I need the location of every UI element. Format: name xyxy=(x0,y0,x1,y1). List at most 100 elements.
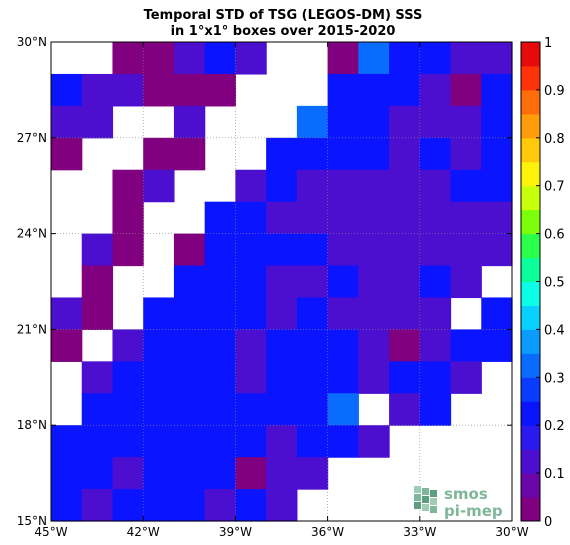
heatmap-cell xyxy=(450,137,482,171)
heatmap-cell xyxy=(296,361,329,394)
heatmap-cell xyxy=(419,329,452,362)
colorbar-segment xyxy=(521,185,540,211)
heatmap-cell xyxy=(204,297,236,330)
colorbar-tick-label: 0.2 xyxy=(544,419,565,434)
map-frame xyxy=(50,41,513,522)
heatmap-cell xyxy=(81,73,114,107)
heatmap-cell xyxy=(389,297,421,330)
heatmap-cell xyxy=(327,105,359,139)
heatmap-cell xyxy=(204,329,236,362)
heatmap-cell xyxy=(327,201,359,235)
heatmap-cell xyxy=(51,105,83,139)
heatmap-cell xyxy=(481,233,513,267)
heatmap-cell xyxy=(450,329,482,362)
colorbar-segment xyxy=(521,42,540,67)
heatmap-cell xyxy=(389,233,421,267)
heatmap-cell xyxy=(173,105,206,139)
heatmap-cell xyxy=(327,361,359,394)
colorbar-segment xyxy=(521,233,540,259)
heatmap-cell xyxy=(173,393,206,426)
heatmap-cell xyxy=(296,297,329,330)
heatmap-cell xyxy=(143,73,175,107)
colorbar-tick-label: 0.9 xyxy=(544,84,565,99)
heatmap-cell xyxy=(358,329,390,362)
heatmap-cell xyxy=(419,393,452,426)
colorbar-tick-label: 0.3 xyxy=(544,371,565,386)
heatmap-cell xyxy=(419,42,452,75)
heatmap-cell xyxy=(358,105,390,139)
colorbar-segment xyxy=(521,137,540,163)
heatmap-cell xyxy=(143,457,175,490)
heatmap-cell xyxy=(419,297,452,330)
y-tick-label: 27°N xyxy=(17,131,47,145)
heatmap-cell xyxy=(143,393,175,426)
heatmap-cell xyxy=(81,457,114,490)
heatmap-cell xyxy=(389,169,421,203)
colorbar-tick-label: 0.7 xyxy=(544,180,565,195)
heatmap-cell xyxy=(327,73,359,107)
colorbar-segment xyxy=(521,353,540,378)
colorbar-tick-label: 0.8 xyxy=(544,132,565,147)
heatmap-cell xyxy=(204,201,236,235)
heatmap-cell xyxy=(419,265,452,299)
colorbar-tick-label: 0.4 xyxy=(544,323,565,338)
heatmap-cell xyxy=(81,425,114,458)
heatmap-cell xyxy=(204,361,236,394)
heatmap-cell xyxy=(266,169,298,203)
x-tick-label: 45°W xyxy=(34,525,67,539)
heatmap-cell xyxy=(204,73,236,107)
heatmap-cell xyxy=(143,297,175,330)
heatmap-cell xyxy=(389,329,421,362)
colorbar-segment xyxy=(521,89,540,115)
heatmap-cell xyxy=(419,105,452,139)
heatmap-cell xyxy=(296,265,329,299)
heatmap-cell xyxy=(450,265,482,299)
heatmap-cell xyxy=(112,425,144,458)
heatmap-cell xyxy=(450,361,482,394)
heatmap-cell xyxy=(235,265,267,299)
colorbar-segment xyxy=(521,257,540,282)
heatmap-cell xyxy=(358,169,390,203)
heatmap-cell xyxy=(389,73,421,107)
heatmap-cell xyxy=(235,457,267,490)
heatmap-cell xyxy=(235,233,267,267)
logo-text-pi-mep: pi-mep xyxy=(444,502,503,520)
x-tick-label: 39°W xyxy=(219,525,252,539)
heatmap-cell xyxy=(112,73,144,107)
colorbar-segment xyxy=(521,161,540,187)
logo-grid-icon xyxy=(414,486,437,513)
heatmap-cell xyxy=(173,265,206,299)
colorbar-segment xyxy=(521,377,540,402)
heatmap-cell xyxy=(327,233,359,267)
heatmap-cell xyxy=(173,73,206,107)
heatmap-cell xyxy=(481,42,513,75)
heatmap-cell xyxy=(143,489,175,522)
heatmap-cell xyxy=(51,137,83,171)
heatmap-cell xyxy=(173,425,206,458)
heatmap-cell xyxy=(296,169,329,203)
heatmap-cell xyxy=(81,233,114,267)
heatmap-cell xyxy=(358,265,390,299)
heatmap-cell xyxy=(358,297,390,330)
heatmap-cell xyxy=(143,137,175,171)
heatmap-cell xyxy=(450,105,482,139)
heatmap-cell xyxy=(143,169,175,203)
colorbar-segment xyxy=(521,497,540,522)
heatmap-cell xyxy=(450,42,482,75)
heatmap-cell xyxy=(296,393,329,426)
heatmap-cell xyxy=(296,425,329,458)
colorbar-segment xyxy=(521,305,540,330)
y-tick-label: 15°N xyxy=(17,514,47,528)
colorbar-segment xyxy=(521,113,540,139)
heatmap-cell xyxy=(296,201,329,235)
heatmap-cell xyxy=(389,42,421,75)
chart-title-line-1: Temporal STD of TSG (LEGOS-DM) SSS xyxy=(144,8,423,23)
heatmap-cell xyxy=(81,489,114,522)
heatmap-cell xyxy=(51,425,83,458)
heatmap-cell xyxy=(81,297,114,330)
heatmap-cell xyxy=(419,169,452,203)
heatmap-cell xyxy=(266,201,298,235)
heatmap-cell xyxy=(112,329,144,362)
heatmap-cell xyxy=(235,169,267,203)
